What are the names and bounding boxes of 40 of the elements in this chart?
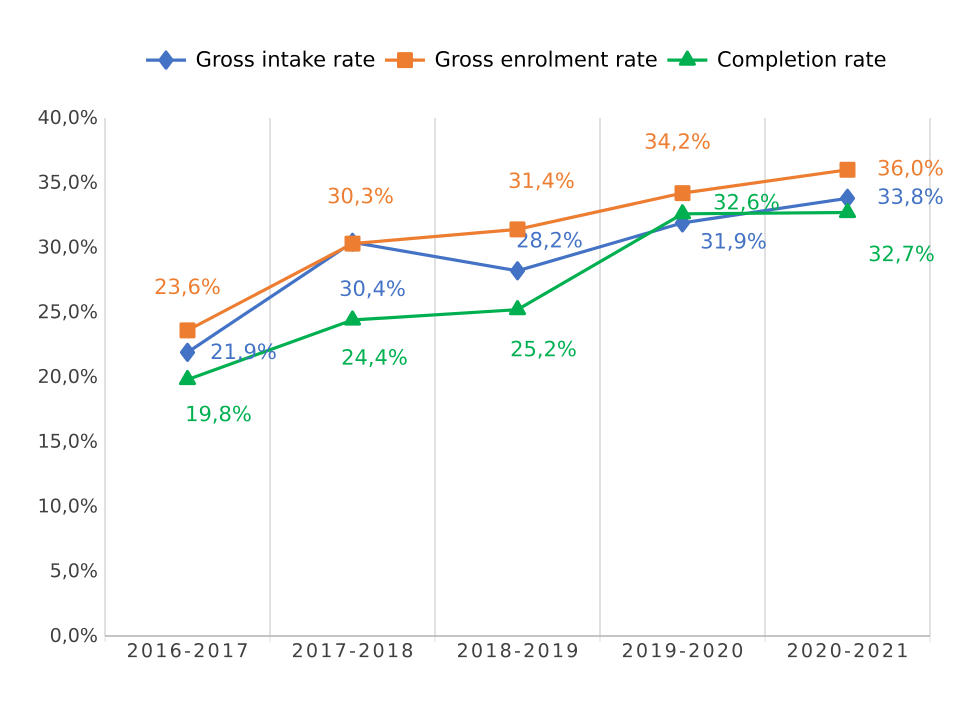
- x-tick-label: 2016-2017: [128, 643, 247, 658]
- data-label: 24,4%: [342, 348, 407, 368]
- y-tick-label: 15,0%: [40, 434, 97, 450]
- x-tick-label: 2020-2021: [788, 643, 907, 658]
- point: [178, 370, 196, 386]
- x-tick-label: 2019-2020: [622, 643, 742, 658]
- data-label: 32,6%: [714, 194, 779, 212]
- legend-label: Gross intake rate: [196, 50, 374, 67]
- legend-label: Completion rate: [718, 50, 886, 71]
- y-tick-label: 0,0%: [50, 628, 97, 644]
- point: [508, 300, 526, 316]
- data-label: 34,2%: [646, 133, 710, 152]
- data-label: 23,6%: [156, 278, 220, 296]
- y-tick-label: 10,0%: [40, 498, 97, 515]
- y-tick-label: 35,0%: [39, 174, 97, 191]
- data-label: 33,8%: [878, 188, 943, 206]
- data-label: 31,9%: [702, 232, 766, 251]
- legend-label: Gross enrolment rate: [436, 50, 657, 67]
- x-tick-label: 2017-2018: [292, 643, 412, 658]
- data-label: 36,0%: [878, 160, 943, 178]
- y-tick-label: 5,0%: [51, 563, 97, 580]
- data-label: 31,4%: [510, 172, 574, 190]
- y-tick-label: 20,0%: [38, 368, 97, 386]
- point: [180, 342, 196, 362]
- data-label: 25,2%: [512, 340, 576, 359]
- y-tick-label: 40,0%: [38, 110, 97, 126]
- x-tick-label: 2018-2019: [458, 643, 578, 658]
- y-tick-label: 30,0%: [39, 239, 97, 256]
- point: [344, 236, 361, 252]
- data-label: 28,2%: [518, 232, 582, 250]
- data-label: 30,3%: [328, 188, 393, 206]
- y-tick-label: 25,0%: [38, 304, 97, 320]
- point: [674, 185, 690, 202]
- point: [510, 261, 526, 280]
- point: [344, 310, 362, 326]
- data-label: 30,4%: [340, 280, 405, 298]
- point: [839, 162, 856, 178]
- point: [180, 322, 196, 338]
- data-label: 19,8%: [187, 406, 251, 424]
- data-label: 32,7%: [870, 246, 934, 264]
